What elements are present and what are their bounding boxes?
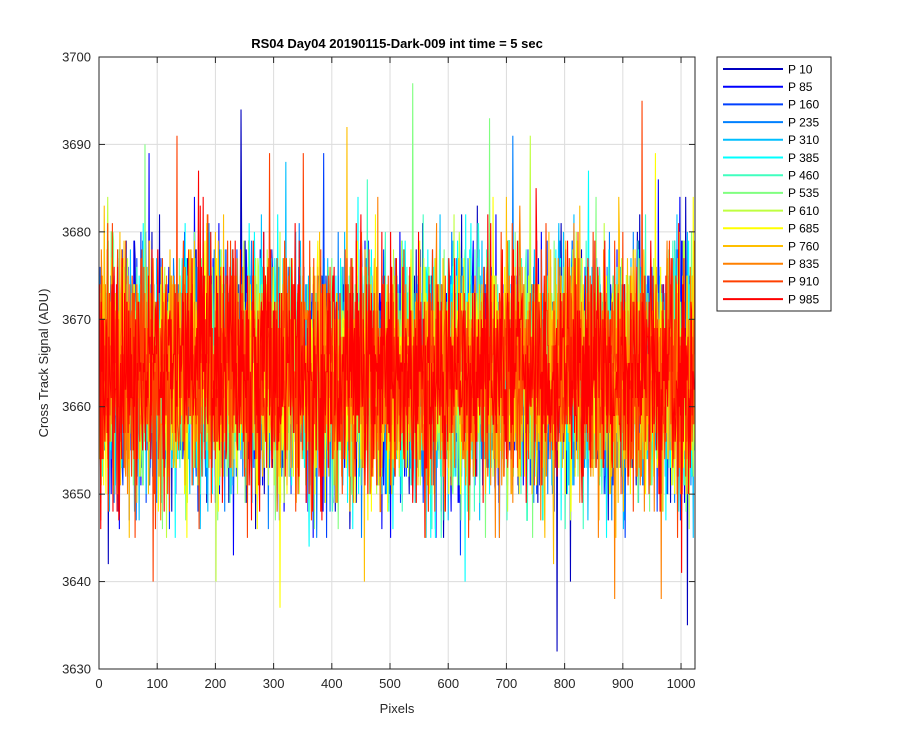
- legend-entry-label: P 685: [788, 222, 819, 236]
- x-tick-label: 800: [554, 676, 576, 691]
- ticks: 0 100 200 300 400 500 600 700 800 900 1000 3630 3640…: [62, 50, 695, 692]
- legend-entry-label: P 85: [788, 80, 813, 94]
- y-tick-label: 3640: [62, 574, 91, 589]
- legend-entry-label: P 910: [788, 275, 819, 289]
- legend-entry-label: P 385: [788, 151, 819, 165]
- legend-entry-label: P 10: [788, 62, 813, 76]
- x-tick-label: 300: [263, 676, 285, 691]
- legend-entry-label: P 610: [788, 204, 819, 218]
- legend-box: [716, 56, 832, 312]
- y-axis-label: Cross Track Signal (ADU): [36, 289, 51, 438]
- axes-box: [98, 56, 696, 670]
- y-tick-label: 3670: [62, 312, 91, 327]
- legend-entry-label: P 235: [788, 115, 819, 129]
- legend: P 10 P 85 P 160 P 235 P 310 P 385 P 460 P 535 P …: [716, 56, 832, 312]
- legend-entry-label: P 460: [788, 169, 819, 183]
- x-axis-label: Pixels: [380, 701, 415, 716]
- x-tick-label: 600: [437, 676, 459, 691]
- y-tick-label: 3700: [62, 50, 91, 65]
- y-tick-label: 3650: [62, 487, 91, 502]
- legend-entry-label: P 985: [788, 292, 819, 306]
- x-tick-label: 900: [612, 676, 634, 691]
- x-tick-label: 400: [321, 676, 343, 691]
- y-tick-label: 3690: [62, 137, 91, 152]
- legend-entry-label: P 310: [788, 133, 819, 147]
- x-tick-label: 1000: [667, 676, 696, 691]
- y-tick-label: 3630: [62, 662, 91, 677]
- x-tick-label: 200: [205, 676, 227, 691]
- legend-entry-label: P 835: [788, 257, 819, 271]
- legend-entry-label: P 760: [788, 239, 819, 253]
- x-tick-label: 500: [379, 676, 401, 691]
- x-tick-label: 0: [95, 676, 102, 691]
- legend-entry-label: P 160: [788, 98, 819, 112]
- chart-title: RS04 Day04 20190115-Dark-009 int time = …: [251, 36, 543, 51]
- y-tick-label: 3660: [62, 399, 91, 414]
- series-line-p985: [99, 170, 695, 573]
- x-tick-label: 700: [496, 676, 518, 691]
- series-layer: [99, 83, 695, 652]
- legend-entry-label: P 535: [788, 186, 819, 200]
- y-tick-label: 3680: [62, 224, 91, 239]
- x-tick-label: 100: [146, 676, 168, 691]
